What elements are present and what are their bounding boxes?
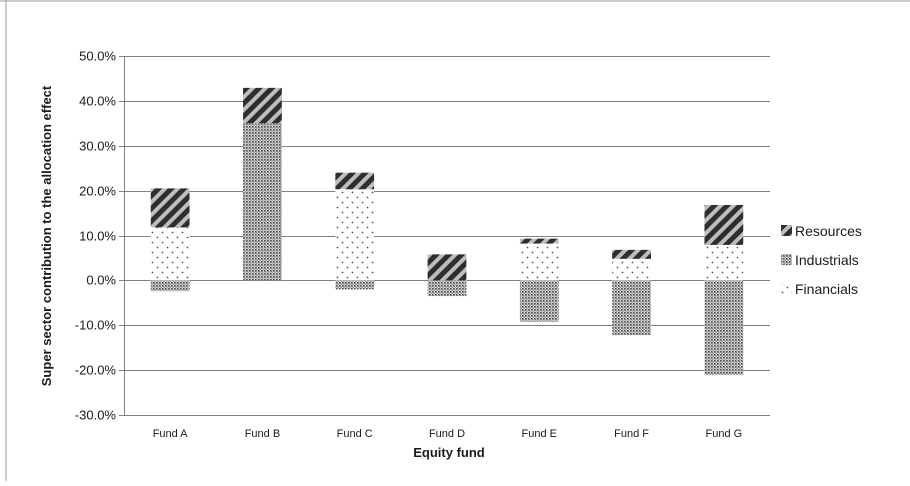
bar-industrials-fund-e [519, 280, 559, 322]
x-tick-label: Fund F [614, 428, 649, 440]
y-tick-label: 30.0% [79, 139, 116, 154]
bar-industrials-fund-f [612, 280, 651, 336]
legend-label-resources: Resources [795, 223, 862, 239]
bar-resources-fund-c [335, 172, 375, 190]
bar-industrials-fund-d [427, 280, 467, 297]
y-tick-label: -20.0% [75, 363, 117, 378]
legend-label-financials: Financials [795, 281, 858, 297]
tick-layer: 50.0% 40.0% 30.0% 20.0% 10.0% 0.0% -10.0% -20.0… [75, 49, 742, 441]
legend: Resources Industrials Financials [781, 223, 862, 297]
bar-layer [150, 87, 744, 376]
y-tick-label: 10.0% [79, 229, 116, 244]
legend-label-industrials: Industrials [795, 252, 859, 268]
y-tick-label: 0.0% [86, 273, 116, 288]
legend-swatch-industrials [781, 254, 792, 265]
grid-layer [119, 56, 770, 416]
bar-financials-fund-e [519, 243, 559, 281]
legend-swatch-financials [781, 283, 792, 294]
y-tick-label: 40.0% [79, 94, 116, 109]
y-axis-title: Super sector contribution to the allocat… [39, 85, 54, 386]
bar-resources-fund-d [427, 254, 467, 281]
legend-swatch-resources [781, 225, 792, 236]
x-tick-label: Fund B [245, 428, 280, 440]
bar-financials-fund-g [704, 244, 744, 281]
bar-industrials-fund-g [704, 280, 744, 376]
bar-industrials-fund-a [150, 280, 190, 292]
bar-financials-fund-c [335, 189, 375, 281]
bar-resources-fund-a [150, 188, 190, 228]
bar-industrials-fund-c [335, 280, 375, 290]
x-tick-label: Fund D [429, 428, 465, 440]
x-tick-label: Fund A [153, 428, 189, 440]
bar-resources-fund-f [612, 249, 651, 259]
y-tick-label: 20.0% [79, 184, 116, 199]
x-tick-label: Fund C [337, 428, 373, 440]
bar-industrials-fund-b [243, 123, 282, 281]
x-tick-label: Fund G [706, 428, 743, 440]
x-tick-label: Fund E [522, 428, 557, 440]
bar-financials-fund-f [612, 258, 651, 281]
y-tick-label: 50.0% [79, 49, 116, 64]
bar-financials-fund-a [150, 227, 190, 281]
y-tick-label: -30.0% [75, 408, 117, 423]
bar-resources-fund-b [243, 87, 282, 124]
x-axis-title: Equity fund [413, 445, 485, 460]
bar-resources-fund-e [519, 238, 559, 244]
y-tick-label: -10.0% [75, 318, 117, 333]
bar-resources-fund-g [704, 204, 744, 245]
